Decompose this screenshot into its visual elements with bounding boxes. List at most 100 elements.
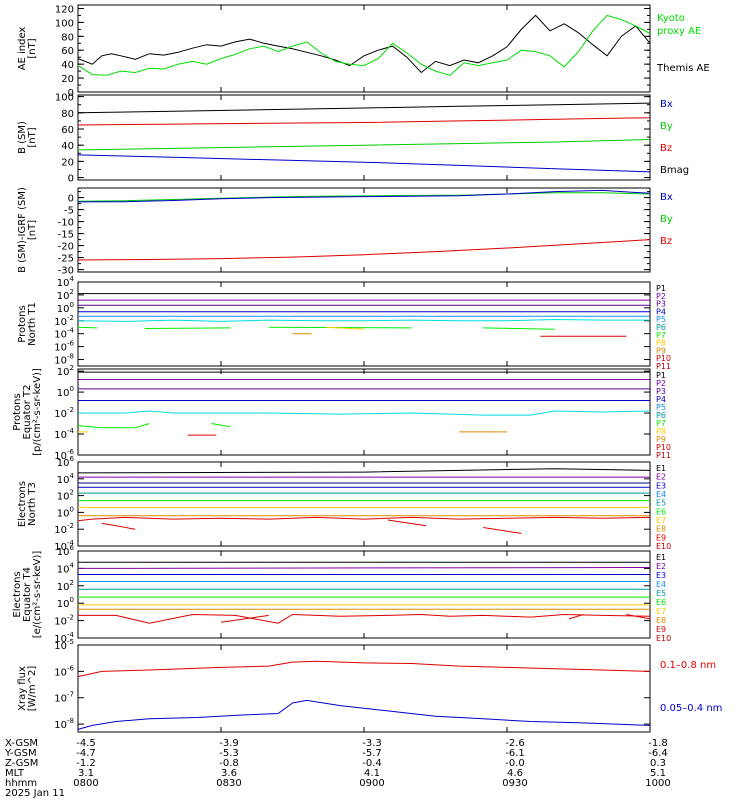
y-tick-label: 10-4 [54,631,74,645]
y-axis-label: Xray flux [17,666,28,711]
y-axis-label: [nT] [27,127,38,147]
legend-entry: E7 [656,516,666,525]
y-tick-label: -5 [64,206,74,217]
legend-entry: E3 [656,481,666,490]
x-row-value: 5.1 [650,768,666,779]
legend-entry: E2 [656,562,666,571]
series-line-P7 [77,423,150,429]
series-line-Bx [77,189,651,203]
legend-entry: E5 [656,499,666,508]
legend-entry: E8 [656,525,666,534]
x-row-value: -2.6 [505,738,525,749]
legend-entry: P11 [656,451,671,460]
legend-entry: P8 [656,339,666,348]
y-axis-label: B (SM)-IGRF (SM) [17,187,28,273]
series-line-Themis-AE [77,14,651,74]
legend-entry: By [660,214,673,225]
x-row-value: 3.6 [221,768,237,779]
y-axis-label: North T1 [27,302,38,346]
y-tick-label: 20 [61,74,74,85]
x-row-value: -3.9 [219,738,239,749]
y-tick-label: 102 [57,489,74,503]
y-axis-label: Equator T4 [22,567,33,622]
legend-entry: E4 [656,580,666,589]
x-row-label: Y-GSM [4,748,37,759]
x-row-value: -0.8 [219,758,239,769]
y-tick-label: 104 [57,561,75,575]
series-line-By [77,139,651,151]
legend-entry: E1 [656,553,666,562]
panel-frame [77,4,651,93]
y-axis-label: North T3 [27,482,38,526]
series-line-P7 [144,327,231,329]
series-line-E2 [77,567,651,569]
legend-entry: P7 [656,331,666,340]
y-axis-label: [W/m^2] [27,666,38,712]
y-tick-label: 20 [61,157,74,168]
x-row-value: -0.0 [505,758,525,769]
legend-entry: P4 [656,395,666,404]
legend-entry: E1 [656,464,666,473]
legend-entry: proxy AE [657,26,701,37]
x-row-value: -1.2 [76,758,96,769]
legend-entry: 0.1–0.8 nm [660,660,716,671]
y-tick-label: 10-2 [54,614,74,628]
series-line-E9 [220,614,269,623]
x-row-label: MLT [5,768,25,779]
y-tick-label: -20 [58,242,74,253]
legend-entry: E6 [656,598,666,607]
y-tick-label: 10-6 [54,340,74,354]
x-row-value: -3.3 [362,738,382,749]
y-tick-label: 40 [61,60,74,71]
legend-entry: P6 [656,411,666,420]
series-line-P7 [483,327,555,330]
series-line-P7 [77,326,98,329]
legend-entry: Themis AE [656,63,710,74]
legend-entry: 0.05–0.4 nm [660,703,722,714]
series-line-E9 [483,527,522,534]
y-axis-label: Equator T2 [22,385,33,440]
y-tick-label: 10-4 [54,539,74,553]
y-tick-label: 106 [57,455,75,469]
x-row-label: Z-GSM [5,758,38,769]
legend-entry: P9 [656,435,666,444]
legend-entry: Bz [660,143,672,154]
y-tick-label: 100 [57,301,74,315]
y-tick-label: 100 [55,18,74,29]
series-line-E1 [77,468,651,474]
y-tick-label: 104 [57,275,75,289]
series-line-E9 [101,522,136,530]
x-row-value: 0930 [502,778,527,789]
legend-entry: P2 [656,379,666,388]
series-line-0-05-0-4-nm [77,699,651,730]
y-tick-label: 102 [57,364,74,378]
series-line-P8 [325,326,365,330]
y-axis-label: Protons [12,393,23,430]
legend-entry: E10 [656,542,671,551]
y-tick-label: -30 [58,266,74,277]
y-tick-label: 10-8 [54,353,74,367]
panel-frame [77,281,651,367]
x-row-value: 0830 [216,778,241,789]
series-line-Bz [77,117,651,126]
y-tick-label: 102 [57,288,74,302]
legend-entry: P2 [656,292,666,301]
y-axis-label: Protons [17,305,28,342]
legend-entry: By [660,121,673,132]
y-tick-label: 10-2 [54,522,74,536]
legend-entry: P9 [656,346,666,355]
x-row-value: 0900 [359,778,384,789]
legend-entry: E9 [656,533,666,542]
series-line-By [77,192,651,202]
legend-entry: Bmag [660,165,689,176]
y-tick-label: 60 [61,125,74,136]
y-tick-label: 0 [68,88,74,99]
y-tick-label: 120 [55,4,74,15]
y-tick-label: 10-7 [54,691,74,705]
y-tick-label: 100 [57,385,74,399]
series-line-P7 [211,423,231,428]
y-tick-label: -10 [58,218,74,229]
y-tick-label: 60 [61,46,74,57]
legend-entry: P1 [656,371,666,380]
